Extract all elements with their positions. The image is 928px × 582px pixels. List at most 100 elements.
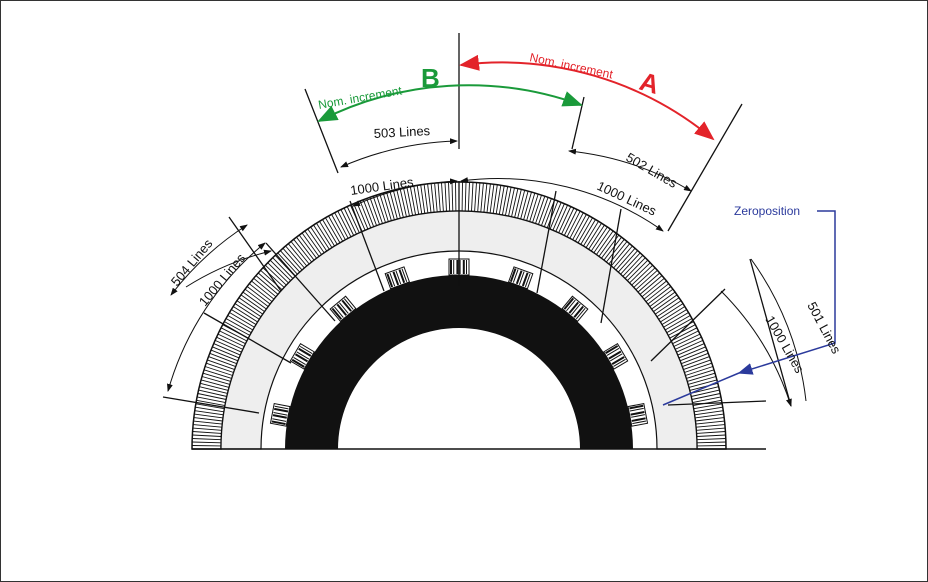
graduation-tick (596, 230, 614, 255)
graduation-tick (194, 413, 224, 419)
graduation-tick (653, 294, 678, 312)
graduation-tick (645, 283, 669, 303)
graduation-tick (298, 234, 317, 259)
graduation-tick (328, 215, 344, 242)
graduation-tick (695, 420, 725, 425)
letter-b: B (421, 63, 440, 93)
reference-marks (269, 258, 649, 427)
graduation-tick (605, 239, 625, 263)
zeroposition-label: Zeroposition (734, 204, 800, 218)
graduation-tick (669, 324, 696, 339)
graduation-tick (279, 250, 301, 273)
graduation-tick (195, 406, 224, 413)
graduation-tick (322, 219, 338, 245)
graduation-tick (685, 366, 714, 376)
graduation-tick (676, 339, 704, 353)
graduation-tick (307, 228, 325, 254)
graduation-tick (340, 209, 355, 236)
graduation-tick (192, 438, 222, 441)
graduation-tick (197, 396, 226, 404)
graduation-tick (194, 410, 224, 416)
graduation-tick (666, 318, 693, 334)
graduation-tick (192, 434, 222, 437)
graduation-tick (290, 241, 310, 265)
graduation-tick (660, 306, 686, 323)
graduation-tick (631, 264, 654, 286)
graduation-tick (684, 362, 712, 373)
graduation-tick (637, 272, 660, 293)
lines-501-label: 501 Lines (804, 299, 844, 356)
graduation-tick (195, 403, 225, 410)
graduation-tick (617, 250, 639, 273)
zeroposition-pointer (737, 210, 836, 375)
graduation-tick (343, 207, 357, 235)
graduation-tick (696, 438, 726, 441)
reference-mark (329, 295, 357, 323)
graduation-tick (647, 286, 672, 305)
graduation-tick (296, 236, 315, 261)
graduation-tick (282, 248, 303, 271)
graduation-tick (197, 393, 227, 400)
zeroposition-link (662, 372, 740, 406)
graduation-tick (691, 393, 721, 400)
graduation-tick (346, 206, 360, 234)
lines-1000-top-right-label: 1000 Lines (595, 178, 659, 219)
graduation-tick (696, 431, 726, 434)
graduation-tick (353, 203, 366, 231)
graduation-tick (664, 315, 691, 331)
graduation-tick (639, 275, 663, 295)
graduation-tick (613, 245, 633, 269)
reference-mark (603, 343, 629, 370)
graduation-tick (196, 399, 226, 407)
graduation-tick (695, 417, 725, 422)
hub (285, 275, 633, 449)
graduation-tick (693, 403, 723, 410)
graduation-tick (264, 264, 287, 286)
reference-track (220, 210, 698, 450)
graduation-tick (316, 222, 333, 248)
graduation-tick (658, 303, 684, 320)
graduation-tick (656, 300, 682, 318)
graduation-tick (643, 280, 667, 300)
reference-mark (289, 343, 315, 370)
graduation-tick (677, 343, 705, 356)
graduation-tick (691, 389, 720, 397)
graduation-tick (304, 230, 322, 255)
graduation-tick (331, 214, 346, 241)
graduation-tick (301, 232, 320, 257)
graduation-tick (651, 291, 676, 310)
graduation-tick (622, 254, 644, 277)
graduation-tick (633, 267, 656, 288)
nom-increment-a-label: Nom. increment (528, 50, 614, 81)
graduation-tick (694, 410, 724, 416)
graduation-tick (193, 417, 223, 422)
reference-mark (561, 295, 589, 323)
graduation-tick (672, 330, 699, 345)
graduation-tick (641, 277, 665, 298)
graduation-tick (337, 210, 352, 238)
graduation-tick (681, 352, 709, 365)
graduation-tick (661, 309, 687, 325)
dimension-arcs (167, 138, 807, 407)
graduation-tick (620, 252, 641, 275)
graduation-tick (193, 420, 223, 425)
graduation-tick (192, 427, 222, 431)
graduation-tick (683, 359, 711, 371)
graduation-tick (277, 252, 298, 275)
graduation-tick (678, 346, 706, 359)
graduation-tick (694, 406, 723, 413)
graduation-tick (624, 257, 646, 279)
graduation-tick (674, 336, 702, 350)
lines-1000-right-label: 1000 Lines (762, 313, 807, 376)
graduation-tick (629, 262, 651, 284)
graduation-tick (310, 226, 328, 252)
graduation-tick (688, 379, 718, 388)
graduation-tick (598, 232, 617, 257)
reference-mark (384, 266, 411, 290)
graduation-tick (193, 424, 223, 428)
graduation-tick (610, 243, 631, 267)
graduation-tick (325, 217, 341, 244)
graduation-tick (626, 259, 649, 282)
